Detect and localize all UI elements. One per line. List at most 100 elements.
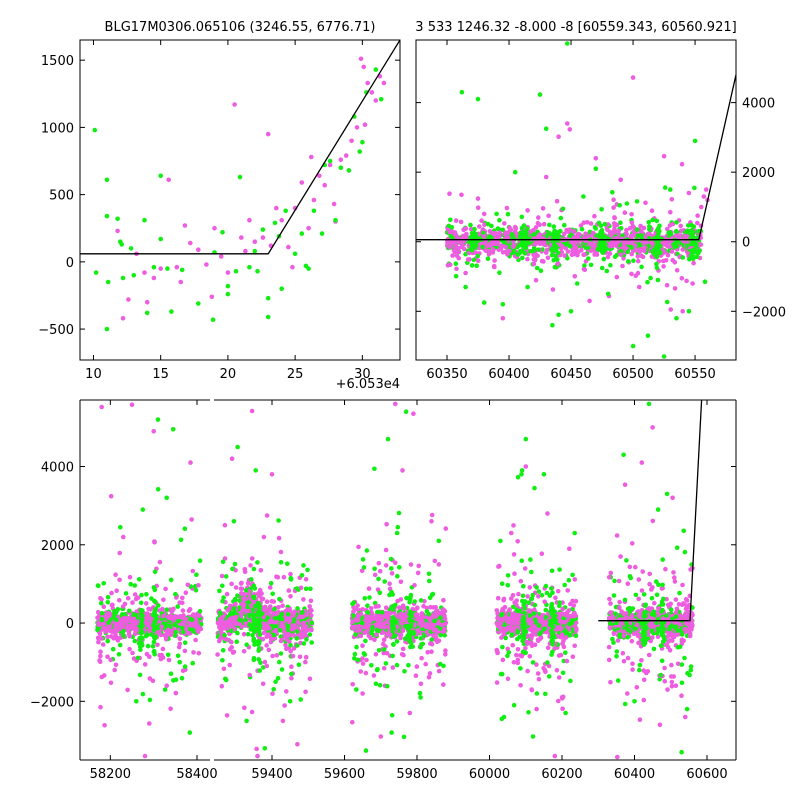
data-point: [279, 667, 285, 672]
data-point: [537, 222, 542, 227]
data-point: [242, 595, 248, 601]
data-point: [356, 544, 361, 550]
data-point: [391, 642, 396, 647]
data-point: [104, 213, 110, 219]
data-point: [686, 309, 692, 314]
data-point: [389, 730, 394, 735]
data-point: [177, 659, 182, 665]
data-point: [151, 429, 156, 434]
data-point: [652, 249, 657, 255]
data-point: [252, 248, 258, 254]
data-point: [264, 643, 269, 648]
data-point: [537, 92, 543, 97]
data-point: [93, 270, 99, 275]
data-point: [594, 252, 600, 257]
data-point: [182, 664, 188, 669]
data-point: [245, 631, 251, 637]
data-point: [396, 510, 402, 516]
data-point: [352, 656, 357, 661]
data-point: [682, 233, 688, 239]
data-point: [664, 241, 669, 246]
data-point: [487, 234, 493, 240]
data-point: [432, 618, 438, 624]
data-point: [271, 687, 277, 692]
data-point: [362, 596, 368, 601]
data-point: [296, 662, 302, 667]
data-point: [453, 261, 459, 267]
data-point: [629, 271, 634, 277]
data-point: [327, 162, 333, 168]
data-point: [485, 256, 491, 262]
data-point: [581, 194, 586, 199]
data-point: [358, 56, 364, 62]
data-point: [595, 246, 600, 252]
data-point: [368, 606, 374, 611]
data-point: [271, 619, 276, 625]
data-point: [402, 669, 407, 674]
data-point: [219, 683, 225, 689]
data-point: [601, 256, 607, 262]
data-point: [631, 258, 636, 264]
data-point: [277, 628, 283, 633]
data-point: [138, 622, 144, 628]
data-point: [308, 598, 314, 604]
data-point: [418, 695, 423, 700]
data-point: [264, 599, 270, 604]
data-point: [279, 617, 285, 622]
data-point: [579, 226, 585, 232]
data-point: [210, 317, 216, 323]
data-point: [672, 286, 678, 291]
data-point: [519, 214, 525, 220]
data-point: [481, 234, 487, 239]
data-point: [120, 275, 126, 281]
data-point: [139, 592, 144, 598]
data-point: [592, 213, 597, 219]
data-point: [218, 636, 223, 641]
data-point: [129, 402, 135, 408]
tr-ytick-label: 4000: [742, 97, 775, 112]
data-point: [174, 614, 179, 620]
data-point: [493, 241, 499, 247]
data-point: [415, 616, 421, 622]
data-point: [242, 566, 248, 572]
data-point: [286, 619, 292, 624]
tl-xtick-label: 30: [354, 367, 371, 382]
data-point: [419, 611, 425, 616]
data-point: [301, 641, 307, 646]
data-point: [599, 265, 605, 271]
data-point: [92, 127, 98, 133]
data-point: [231, 519, 237, 524]
data-point: [260, 681, 266, 687]
data-point: [144, 651, 150, 657]
data-point: [384, 521, 389, 527]
chart-title-top-left: BLG17M0306.065106 (3246.55, 6776.71): [105, 20, 376, 35]
data-point: [508, 227, 514, 233]
data-point: [635, 254, 641, 259]
data-point: [131, 273, 137, 278]
tl-ytick-label: −500: [38, 323, 74, 338]
data-point: [140, 507, 146, 512]
data-point: [269, 472, 275, 477]
data-point: [294, 629, 300, 634]
data-point: [593, 226, 598, 231]
data-point: [390, 605, 395, 611]
data-point: [670, 257, 675, 263]
data-point: [305, 567, 310, 573]
data-point: [448, 217, 453, 223]
data-point: [401, 652, 406, 658]
data-point: [605, 291, 611, 297]
data-point: [454, 235, 460, 240]
data-point: [590, 230, 596, 236]
data-point: [262, 659, 268, 665]
data-point: [552, 264, 558, 270]
data-point: [163, 636, 169, 641]
data-point: [280, 718, 286, 724]
data-point: [227, 662, 232, 668]
data-point: [217, 616, 223, 622]
data-point: [658, 250, 663, 255]
data-point: [611, 197, 616, 202]
data-point: [443, 648, 448, 653]
data-point: [122, 601, 128, 607]
data-point: [311, 197, 317, 203]
data-point: [624, 201, 630, 206]
